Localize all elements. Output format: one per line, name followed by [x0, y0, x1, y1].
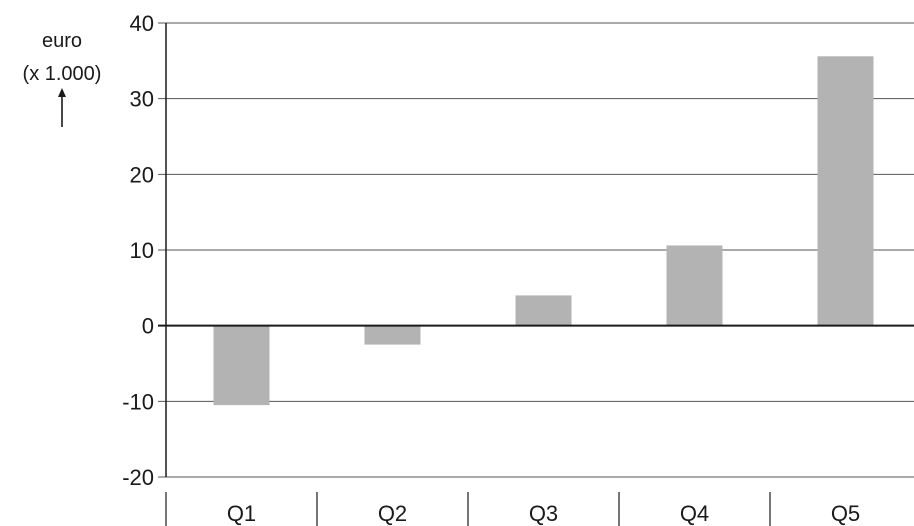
bar-q2 [364, 325, 421, 345]
x-category-label: Q1 [227, 501, 256, 526]
bar-q1 [213, 325, 270, 406]
bar-q4 [666, 245, 723, 326]
unit-label-line2: (x 1.000) [23, 63, 102, 85]
bar-q3 [515, 295, 572, 326]
bars [213, 56, 874, 406]
bar-q5 [817, 56, 874, 326]
labels: -20 -10 0 10 20 30 40 Q1 Q2 Q3 Q4 Q5 [122, 11, 860, 526]
y-tick-label: -10 [122, 389, 154, 414]
y-unit-label: euro (x 1.000) [23, 30, 102, 127]
x-category-label: Q3 [529, 501, 558, 526]
x-category-label: Q2 [378, 501, 407, 526]
y-tick-label: -20 [122, 465, 154, 490]
y-tick-label: 0 [142, 314, 154, 339]
y-tick-label: 40 [130, 11, 154, 36]
axes [158, 23, 914, 526]
x-category-label: Q4 [680, 501, 709, 526]
y-tick-label: 20 [130, 162, 154, 187]
unit-label-line1: euro [42, 30, 82, 52]
y-tick-label: 10 [130, 238, 154, 263]
x-category-label: Q5 [831, 501, 860, 526]
grid-lines [158, 22, 914, 478]
y-tick-label: 30 [130, 87, 154, 112]
up-arrow-icon [58, 88, 66, 127]
